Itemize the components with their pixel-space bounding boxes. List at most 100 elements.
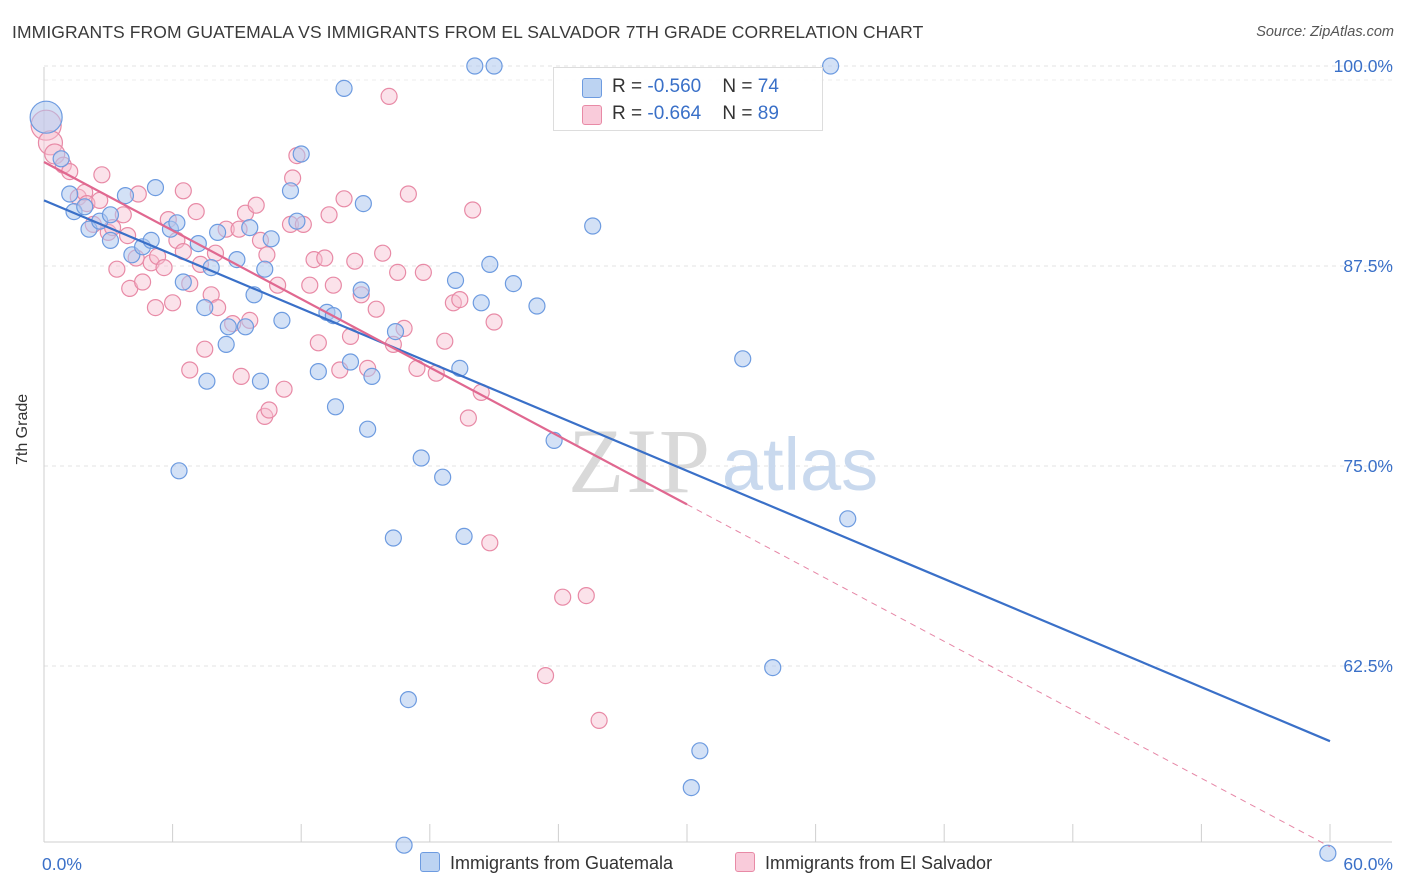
guatemala-point [822,57,840,75]
el-salvador-trend-extension [686,503,1331,848]
el-salvador-point [301,276,319,294]
guatemala-point [170,462,188,480]
bottom-legend-label: Immigrants from Guatemala [450,853,674,873]
guatemala-point [412,449,430,467]
guatemala-point [281,182,300,200]
el-salvador-point [367,300,385,318]
tick-labels: 100.0% 87.5% 75.0% 62.5% 0.0% 60.0% [42,56,1393,874]
el-salvador-point [196,340,214,358]
guatemala-point [472,294,490,312]
guatemala-point [359,420,377,438]
guatemala-point [146,179,165,197]
watermark-atlas: atlas [722,423,878,506]
guatemala-point [528,297,546,315]
chart-title: IMMIGRANTS FROM GUATEMALA VS IMMIGRANTS … [12,22,924,42]
bottom-legend-swatch-guatemala [420,852,440,872]
legend-r-label: R = [612,103,648,124]
el-salvador-point [258,246,276,264]
legend-swatch-el-salvador [582,105,602,125]
el-salvador-point [316,249,334,267]
guatemala-point [101,206,120,224]
legend-n-label: N = [722,103,758,124]
bottom-legend-el-salvador: Immigrants from El Salvador [735,852,992,874]
el-salvador-point [133,273,152,291]
guatemala-point [116,187,135,205]
el-salvador-point [577,586,595,605]
trend-lines [43,161,1331,848]
el-salvador-point [93,166,111,184]
guatemala-point [52,150,70,168]
guatemala-point [839,510,857,528]
guatemala-point [399,690,417,709]
grid-lines [44,65,1392,667]
guatemala-point [292,145,310,163]
guatemala-point [251,372,270,390]
el-salvador-point [146,299,165,317]
el-salvador-point [485,313,503,331]
guatemala-point [386,323,405,341]
guatemala-point [273,311,291,329]
guatemala-point [466,57,484,75]
legend-r-label: R = [612,76,648,97]
legend-n-label: N = [722,76,758,97]
guatemala-point [341,353,360,371]
guatemala-point [29,100,63,134]
bottom-legend-guatemala: Immigrants from Guatemala [420,852,673,874]
el-salvador-point [389,263,407,281]
guatemala-point [764,658,782,677]
el-salvador-point [164,294,182,312]
legend-n-value: 89 [757,103,779,124]
guatemala-point [335,79,353,98]
y-tick-label: 87.5% [1343,256,1393,276]
guatemala-point [241,219,259,237]
bottom-legend-swatch-el-salvador [735,852,755,872]
el-salvador-point [464,201,482,219]
guatemala-point [209,223,227,241]
guatemala-point [196,299,214,317]
el-salvador-point [181,361,199,379]
guatemala-point [434,468,452,486]
el-salvador-point [380,87,398,106]
el-salvador-trend-line [43,161,688,506]
el-salvador-point [399,185,417,203]
guatemala-point [236,318,255,336]
el-salvador-point [142,254,160,272]
guatemala-point [198,372,216,390]
guatemala-point [354,195,372,213]
legend-box: R = -0.560 N = 74 R = -0.664 N = 89 [553,67,823,131]
el-salvador-point [155,259,173,277]
guatemala-point [363,367,381,385]
source-credit: Source: ZipAtlas.com [1256,24,1394,40]
el-salvador-point [451,291,469,309]
el-salvador-point [536,666,555,685]
y-tick-label: 100.0% [1334,56,1393,76]
guatemala-point [691,742,709,760]
guatemala-point [485,57,503,75]
el-salvador-point [108,260,126,278]
guatemala-trend-line [43,199,1331,743]
guatemala-point [262,230,280,248]
bottom-legend-label: Immigrants from El Salvador [765,853,993,873]
guatemala-point [256,260,274,278]
el-salvador-point [260,401,278,419]
el-salvador-point [414,263,432,281]
el-salvador-point [346,252,364,270]
guatemala-point [584,217,602,235]
guatemala-point [446,271,465,289]
guatemala-point [504,275,522,293]
y-tick-label: 62.5% [1343,656,1393,676]
guatemala-point [326,398,345,416]
el-salvador-point [275,380,293,398]
el-salvador-point [554,588,572,606]
el-salvador-point [232,367,250,385]
el-salvador-point [320,206,338,224]
guatemala-point [481,255,499,273]
el-salvador-point [309,334,327,352]
guatemala-point [384,529,402,547]
guatemala-point [288,212,306,230]
legend-swatch-guatemala [582,78,602,98]
guatemala-point [1319,844,1337,862]
y-tick-label: 75.0% [1343,456,1393,476]
guatemala-point [309,363,327,381]
